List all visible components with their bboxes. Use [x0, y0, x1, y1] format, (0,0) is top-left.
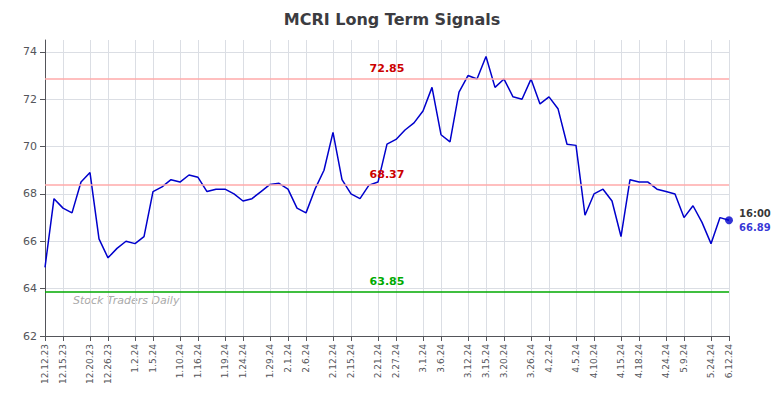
svg-text:4.15.24: 4.15.24	[616, 344, 626, 379]
svg-text:2.1.24: 2.1.24	[283, 344, 293, 373]
svg-text:2.6.24: 2.6.24	[301, 344, 311, 373]
svg-text:62: 62	[23, 330, 37, 343]
svg-text:3.15.24: 3.15.24	[481, 344, 491, 379]
svg-text:6.12.24: 6.12.24	[724, 344, 734, 379]
svg-text:12.26.23: 12.26.23	[103, 344, 113, 384]
svg-text:16:00: 16:00	[739, 208, 771, 219]
svg-text:2.15.24: 2.15.24	[346, 344, 356, 379]
svg-text:3.1.24: 3.1.24	[418, 344, 428, 373]
svg-text:12.15.23: 12.15.23	[58, 344, 68, 384]
svg-text:3.12.24: 3.12.24	[463, 344, 473, 379]
svg-text:72.85: 72.85	[370, 62, 405, 75]
svg-text:3.26.24: 3.26.24	[526, 344, 536, 379]
svg-text:3.20.24: 3.20.24	[499, 344, 509, 379]
svg-text:64: 64	[23, 282, 37, 295]
svg-text:Stock Traders Daily: Stock Traders Daily	[73, 294, 180, 307]
svg-text:72: 72	[23, 93, 37, 106]
svg-text:4.24.24: 4.24.24	[661, 344, 671, 379]
svg-text:1.5.24: 1.5.24	[148, 344, 158, 373]
svg-text:66: 66	[23, 235, 37, 248]
svg-text:MCRI Long Term Signals: MCRI Long Term Signals	[284, 10, 501, 29]
svg-text:1.10.24: 1.10.24	[175, 344, 185, 379]
svg-text:5.9.24: 5.9.24	[679, 344, 689, 373]
svg-text:12.20.23: 12.20.23	[85, 344, 95, 384]
svg-text:74: 74	[23, 45, 37, 58]
svg-text:68: 68	[23, 187, 37, 200]
svg-text:1.29.24: 1.29.24	[265, 344, 275, 379]
svg-text:2.12.24: 2.12.24	[328, 344, 338, 379]
svg-text:4.5.24: 4.5.24	[571, 344, 581, 373]
svg-text:1.2.24: 1.2.24	[130, 344, 140, 373]
svg-text:1.24.24: 1.24.24	[238, 344, 248, 379]
svg-text:2.27.24: 2.27.24	[391, 344, 401, 379]
svg-text:70: 70	[23, 140, 37, 153]
svg-text:12.12.23: 12.12.23	[40, 344, 50, 384]
svg-text:66.89: 66.89	[739, 222, 771, 233]
svg-text:63.85: 63.85	[370, 275, 405, 288]
svg-text:68.37: 68.37	[370, 168, 405, 181]
svg-text:1.16.24: 1.16.24	[193, 344, 203, 379]
svg-text:4.2.24: 4.2.24	[544, 344, 554, 373]
svg-text:4.18.24: 4.18.24	[634, 344, 644, 379]
svg-text:4.10.24: 4.10.24	[589, 344, 599, 379]
svg-text:2.21.24: 2.21.24	[373, 344, 383, 379]
svg-text:1.19.24: 1.19.24	[220, 344, 230, 379]
svg-text:5.24.24: 5.24.24	[706, 344, 716, 379]
svg-text:3.6.24: 3.6.24	[436, 344, 446, 373]
